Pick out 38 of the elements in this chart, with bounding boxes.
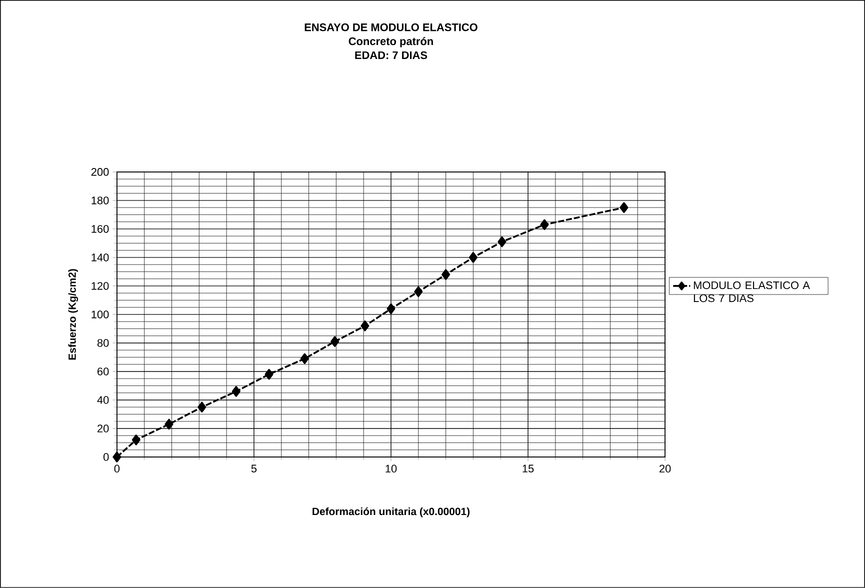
point	[386, 303, 396, 314]
legend-label: MODULO ELASTICO A LOS 7 DIAS	[694, 281, 810, 302]
x-tick-label: 5	[251, 464, 257, 472]
y-tick-label: 100	[92, 310, 109, 318]
point	[264, 368, 274, 380]
point	[132, 434, 140, 446]
point	[360, 320, 370, 332]
x-axis-title: Deformación unitaria (x0.00001)	[312, 507, 470, 518]
y-axis-title: Esfuerzo (Kg/cm2)	[68, 269, 78, 360]
point	[442, 269, 450, 280]
x-tick-label: 10	[386, 464, 397, 473]
point	[540, 219, 549, 230]
point	[164, 418, 174, 430]
chart-title: ENSAYO DE MODULO ELASTICO	[304, 23, 478, 32]
y-tick-label: 140	[92, 254, 109, 262]
y-tick-label: 120	[92, 282, 109, 290]
point	[112, 452, 122, 462]
y-tick-label: 80	[97, 339, 109, 347]
y-tick-label: 40	[97, 396, 109, 404]
point	[468, 252, 478, 263]
y-tick-label: 200	[91, 168, 109, 176]
point	[198, 402, 206, 413]
point	[300, 353, 309, 364]
point	[498, 236, 506, 248]
text: EDAD: 7 DIAS	[355, 51, 428, 60]
point	[620, 202, 628, 213]
y-tick-label: 180	[92, 196, 109, 204]
x-tick-label: 0	[114, 464, 120, 473]
point	[414, 286, 423, 298]
chart-subtitle: Concreto patrón	[348, 37, 433, 48]
y-tick-label: 0	[103, 453, 109, 461]
x-tick-label: 20	[660, 464, 671, 473]
y-tick-label: 60	[98, 368, 109, 376]
x-tick-label: 15	[522, 464, 534, 472]
y-tick-label: 160	[92, 225, 109, 233]
point	[232, 386, 240, 397]
point	[330, 336, 340, 347]
y-tick-label: 20	[98, 424, 109, 432]
